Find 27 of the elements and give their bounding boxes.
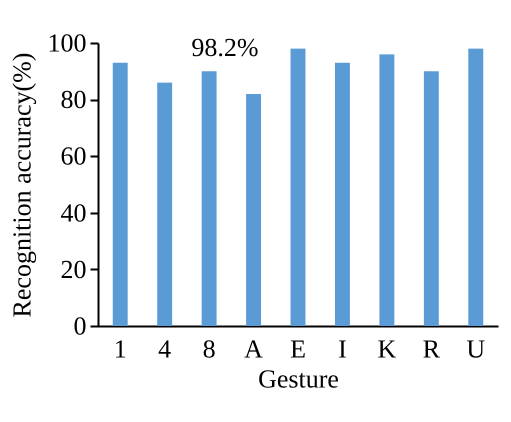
y-axis-title: Recognition accuracy(%) (8, 52, 36, 318)
bar (246, 94, 262, 326)
bar (334, 62, 350, 326)
x-tick-label: U (466, 334, 486, 364)
y-tick-label: 60 (60, 142, 86, 171)
y-tick-label: 80 (60, 85, 86, 114)
x-tick-label: 1 (114, 334, 127, 364)
x-tick-label: E (290, 334, 306, 364)
y-tick-label: 100 (48, 28, 86, 58)
x-tick-label: K (378, 334, 396, 364)
x-axis-title: Gesture (258, 364, 339, 394)
y-tick-label: 20 (60, 254, 86, 284)
x-tick-label: A (244, 334, 264, 364)
bar (290, 48, 306, 326)
x-tick-label: 8 (202, 334, 216, 364)
bar (468, 48, 484, 326)
x-tick-label: I (338, 334, 347, 364)
annotation: 98.2% (191, 33, 259, 62)
bar (157, 82, 172, 326)
x-tick-label: 4 (158, 334, 172, 364)
bar (202, 71, 217, 326)
bar (112, 62, 128, 326)
x-tick-label: R (422, 334, 441, 364)
bar (424, 71, 439, 326)
y-tick-label: 40 (60, 198, 86, 228)
bar (379, 54, 394, 326)
y-tick-label: 0 (74, 312, 86, 340)
